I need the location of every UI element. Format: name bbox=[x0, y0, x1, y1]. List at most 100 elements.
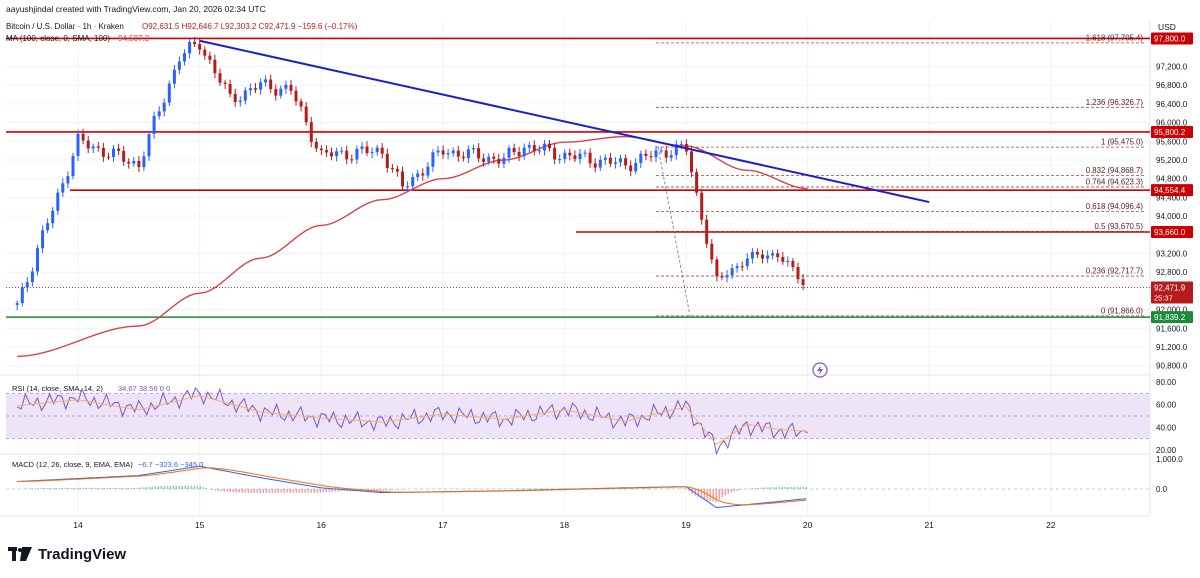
tradingview-logo-icon bbox=[8, 547, 32, 561]
candle-body bbox=[147, 134, 151, 157]
price-tick-label: 95,200.0 bbox=[1156, 156, 1188, 165]
candle-body bbox=[152, 116, 156, 134]
tradingview-wordmark: TradingView bbox=[38, 545, 127, 563]
candle-body bbox=[223, 82, 227, 84]
candle-body bbox=[370, 152, 374, 153]
candle-body bbox=[522, 147, 526, 156]
candle-body bbox=[461, 156, 465, 159]
candle-body bbox=[659, 150, 663, 152]
candle-body bbox=[177, 61, 181, 70]
price-tick-label: 94,800.0 bbox=[1156, 175, 1188, 184]
candle-body bbox=[183, 53, 186, 62]
level-price-badge-label: 97,800.0 bbox=[1154, 34, 1186, 43]
candle-body bbox=[487, 156, 491, 162]
candle-body bbox=[654, 150, 658, 158]
candle-body bbox=[61, 183, 65, 193]
candle-body bbox=[664, 150, 668, 158]
panel-borders bbox=[0, 20, 1151, 517]
candle-body bbox=[274, 89, 278, 96]
candle-body bbox=[750, 252, 754, 259]
lightning-icon[interactable] bbox=[812, 362, 828, 378]
candle-body bbox=[588, 152, 592, 164]
candle-body bbox=[238, 100, 242, 102]
rsi-legend-values: 34.67 38.56 0 0 bbox=[118, 384, 170, 393]
candle-body bbox=[107, 156, 110, 158]
candle-body bbox=[553, 148, 557, 160]
candle-body bbox=[573, 155, 577, 160]
candle-body bbox=[771, 253, 775, 256]
candle-body bbox=[593, 163, 597, 168]
rsi-line bbox=[17, 386, 808, 456]
ma-legend: MA (100, close, 0, SMA, 100) bbox=[6, 34, 110, 43]
candle-body bbox=[46, 223, 50, 231]
candle-body bbox=[142, 156, 146, 168]
candle-body bbox=[259, 82, 263, 90]
candle-body bbox=[390, 168, 394, 169]
candle-body bbox=[624, 158, 628, 166]
candle-body bbox=[776, 253, 780, 258]
candle-body bbox=[634, 163, 638, 172]
rsi-tick-label: 20.00 bbox=[1156, 446, 1177, 455]
candle-body bbox=[548, 143, 551, 149]
candle-body bbox=[350, 159, 354, 161]
level-price-badge-label: 93,660.0 bbox=[1154, 228, 1186, 237]
candle-body bbox=[482, 158, 486, 162]
candle-body bbox=[614, 162, 617, 164]
credit-text: aayushjindal created with TradingView.co… bbox=[6, 4, 266, 14]
price-tick-label: 90,800.0 bbox=[1156, 362, 1188, 371]
candle-body bbox=[730, 268, 734, 276]
candle-body bbox=[532, 145, 536, 151]
candle-body bbox=[796, 267, 800, 280]
candle-body bbox=[543, 143, 546, 151]
candle-body bbox=[629, 165, 633, 172]
candle-body bbox=[441, 150, 445, 155]
price-tick-label: 91,600.0 bbox=[1156, 324, 1188, 333]
candle-body bbox=[740, 266, 744, 268]
rsi-tick-label: 80.00 bbox=[1156, 378, 1177, 387]
candle-body bbox=[608, 157, 612, 164]
candle-body bbox=[416, 173, 420, 177]
candle-body bbox=[167, 83, 171, 103]
candle-body bbox=[781, 257, 785, 262]
macd-tick-label: 0.0 bbox=[1156, 485, 1168, 494]
candle-body bbox=[786, 261, 790, 262]
macd-pane bbox=[6, 465, 1150, 509]
price-tick-label: 93,200.0 bbox=[1156, 250, 1188, 259]
candle-body bbox=[264, 79, 268, 83]
candle-body bbox=[76, 133, 80, 156]
candle-body bbox=[649, 156, 653, 158]
candle-body bbox=[243, 90, 247, 101]
fib-level-label: 0.236 (92,717.7) bbox=[1086, 267, 1144, 276]
candle-body bbox=[25, 282, 29, 288]
descending-trendline bbox=[199, 39, 930, 204]
candle-body bbox=[735, 266, 739, 269]
time-tick-label: 18 bbox=[560, 520, 570, 530]
candle-body bbox=[695, 172, 699, 193]
rsi-tick-label: 60.00 bbox=[1156, 401, 1177, 410]
candle-body bbox=[766, 255, 770, 259]
candle-body bbox=[710, 243, 714, 260]
candle-body bbox=[375, 147, 379, 152]
candle-body bbox=[669, 155, 673, 158]
candle-body bbox=[512, 148, 516, 153]
candle-body bbox=[15, 303, 19, 305]
ohlc-values: O92,631.5 H92,646.7 L92,303.2 C92,471.9 … bbox=[142, 22, 358, 31]
candle-body bbox=[112, 148, 115, 157]
price-tick-label: 96,000.0 bbox=[1156, 119, 1188, 128]
candle-body bbox=[132, 161, 136, 164]
price-tick-label: 96,800.0 bbox=[1156, 81, 1188, 90]
candle-body bbox=[527, 145, 531, 148]
candle-body bbox=[127, 161, 131, 164]
price-tick-label: 94,400.0 bbox=[1156, 193, 1188, 202]
candle-body bbox=[122, 150, 126, 162]
time-tick-label: 19 bbox=[681, 520, 691, 530]
candle-body bbox=[198, 44, 202, 50]
candle-body bbox=[558, 159, 562, 161]
time-tick-label: 15 bbox=[195, 520, 205, 530]
candle-body bbox=[279, 88, 283, 96]
time-tick-label: 20 bbox=[803, 520, 813, 530]
candle-body bbox=[502, 157, 506, 164]
candle-body bbox=[755, 252, 759, 255]
candle-body bbox=[137, 161, 141, 167]
